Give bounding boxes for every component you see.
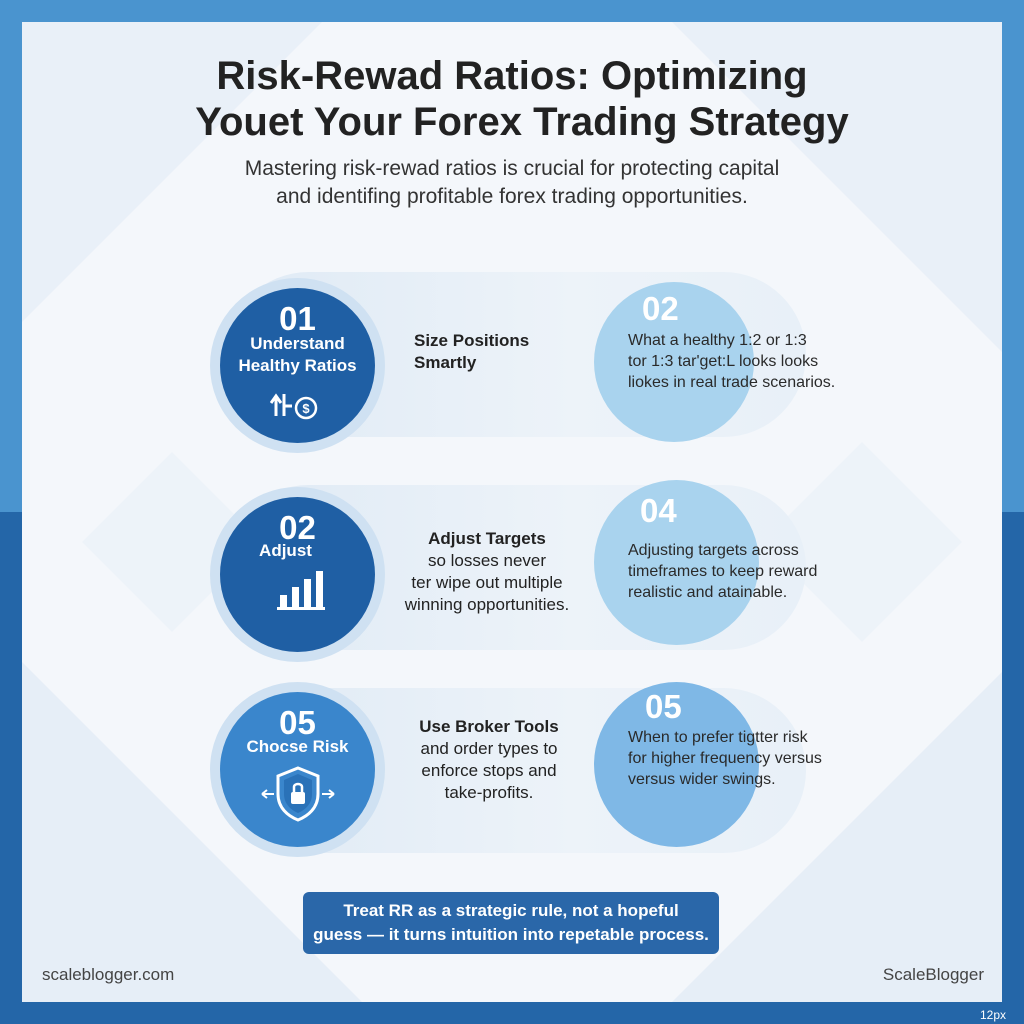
row1-right-line3: liokes in real trade scenarios.	[628, 374, 836, 391]
row2-step-label: Adjust	[259, 541, 312, 560]
svg-text:$: $	[302, 401, 310, 416]
row1-right-circle	[594, 282, 754, 442]
page-title-line2: Youet Your Forex Trading Strategy	[195, 100, 849, 144]
row2-right-number: 04	[640, 492, 677, 529]
row1-middle-text: Size Positions Smartly	[414, 330, 529, 374]
row1-step-number: 01	[279, 300, 316, 337]
row2-right-line2: timeframes to keep reward	[628, 563, 818, 580]
row1-step-label-line1: Understand	[250, 334, 345, 353]
row1-right-line2: tor 1:3 tar'get:L looks looks	[628, 353, 819, 370]
row1-step-circle: 01 Understand Healthy Ratios $	[220, 288, 375, 443]
row3-step-circle: 05 Chocse Risk	[220, 692, 375, 847]
subtitle-line1: Mastering risk-rewad ratios is crucial f…	[244, 157, 780, 180]
page-title-line1: Risk-Rewad Ratios: Optimizing	[216, 54, 808, 98]
row2-right-text: Adjusting targets across timeframes to k…	[628, 540, 817, 603]
row2-right-circle	[594, 480, 759, 645]
row2-middle-line2: so losses never	[427, 551, 547, 570]
banner-line2: guess — it turns intuition into repetabl…	[313, 925, 709, 944]
row3-right-number: 05	[645, 688, 682, 725]
row2-step-circle: 02 Adjust	[220, 497, 375, 652]
row3-middle-line4: take-profits.	[444, 783, 534, 802]
row3-right-line2: for higher frequency versus	[628, 750, 822, 767]
background-decoration	[22, 22, 1002, 1002]
row3-right-text: When to prefer tigtter risk for higher f…	[628, 727, 822, 790]
row1-step-label-line2: Healthy Ratios	[238, 356, 357, 375]
trend-dollar-icon: $	[270, 393, 318, 420]
row3-middle-line2: and order types to	[420, 739, 558, 758]
row3-step-label: Chocse Risk	[246, 737, 349, 756]
banner-line1: Treat RR as a strategic rule, not a hope…	[343, 901, 679, 920]
bar-chart-icon	[277, 571, 325, 610]
row2-right-line1: Adjusting targets across	[628, 542, 799, 559]
row3-middle-line3: enforce stops and	[421, 761, 557, 780]
footer-website[interactable]: scaleblogger.com	[42, 965, 175, 984]
row2-right-line3: realistic and atainable.	[628, 584, 788, 601]
row2-middle-line4: winning opportunities.	[404, 595, 570, 614]
row2-middle-text: Adjust Targets so losses never ter wipe …	[404, 528, 570, 616]
row1-right-line1: What a healthy 1:2 or 1:3	[628, 332, 807, 349]
row1-right-text: What a healthy 1:2 or 1:3 tor 1:3 tar'ge…	[628, 330, 835, 393]
infographic-card	[22, 22, 1002, 1002]
row2-step-number: 02	[279, 509, 316, 546]
row1-middle-line1: Size Positions	[414, 331, 530, 350]
row3-middle-text: Use Broker Tools and order types to enfo…	[416, 716, 562, 804]
row3-right-line3: versus wider swings.	[628, 771, 776, 788]
row3-right-line1: When to prefer tigtter risk	[628, 729, 808, 746]
corner-label: 12px	[979, 1008, 1006, 1022]
row3-step-number: 05	[279, 704, 316, 741]
row2-middle-line1: Adjust Targets	[428, 529, 546, 548]
row1-right-number: 02	[642, 290, 679, 327]
row1-middle-line2: Smartly	[414, 353, 477, 372]
takeaway-banner: Treat RR as a strategic rule, not a hope…	[303, 892, 719, 954]
row3-middle-line1: Use Broker Tools	[419, 717, 559, 736]
footer-brand: ScaleBlogger	[882, 965, 984, 984]
row3-right-circle	[594, 682, 759, 847]
shield-lock-icon	[261, 766, 335, 822]
row2-middle-line3: ter wipe out multiple	[411, 573, 563, 592]
subtitle-line2: and identifing profitable forex trading …	[276, 185, 748, 208]
